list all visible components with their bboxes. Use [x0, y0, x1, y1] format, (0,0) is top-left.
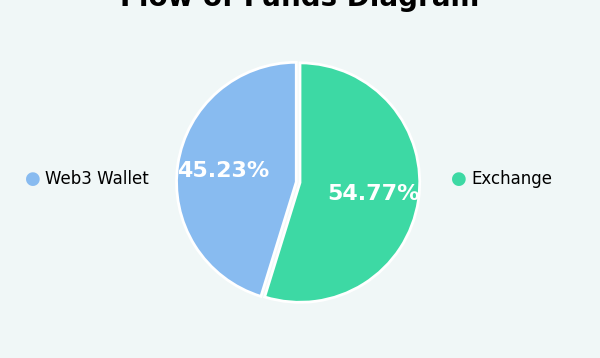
- Text: 45.23%: 45.23%: [177, 161, 269, 181]
- Text: Exchange: Exchange: [471, 170, 552, 188]
- Title: Flow of Funds Diagram: Flow of Funds Diagram: [121, 0, 479, 11]
- Text: Web3 Wallet: Web3 Wallet: [45, 170, 149, 188]
- Wedge shape: [265, 63, 420, 302]
- Text: ●: ●: [451, 170, 467, 188]
- Text: ●: ●: [25, 170, 41, 188]
- Text: 54.77%: 54.77%: [327, 184, 419, 204]
- Wedge shape: [176, 62, 296, 296]
